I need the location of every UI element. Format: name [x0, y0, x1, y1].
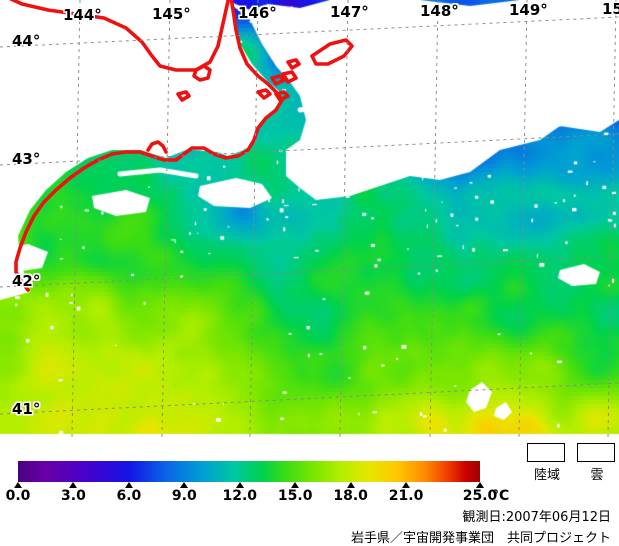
colorbar-tick-label: 21.0 — [388, 488, 424, 504]
colorbar-tick-label: 18.0 — [333, 488, 368, 504]
mask-legend: 陸域 雲 — [527, 443, 619, 489]
graticule-overlay — [0, 0, 619, 437]
colorbar-tick — [476, 482, 484, 488]
colorbar-tick-label: 6.0 — [116, 488, 142, 504]
mask-legend-item-cloud: 雲 — [577, 443, 617, 483]
colorbar-tick-label: 0.0 — [5, 488, 31, 504]
mask-swatch-land — [527, 443, 565, 462]
colorbar-tick — [180, 482, 189, 488]
colorbar-tick — [124, 482, 133, 488]
colorbar-tick-label: 12.0 — [222, 488, 258, 504]
colorbar-tick — [69, 482, 78, 488]
colorbar-tick-label: 9.0 — [171, 488, 197, 504]
colorbar-tick-label: 25.0 — [462, 488, 498, 504]
coastline-overlay — [8, 0, 354, 292]
mask-label-cloud: 雲 — [590, 468, 604, 483]
mask-label-land: 陸域 — [533, 468, 560, 483]
project-credit: 岩手県／宇宙開発事業団 共同プロジェクト — [350, 531, 611, 546]
colorbar-tick-label: 15.0 — [277, 488, 313, 504]
colorbar-block: 0.0 3.0 6.0 9.0 12.0 15.0 18.0 21.0 25.0 °C — [0, 437, 619, 546]
colorbar-tick — [291, 482, 300, 488]
observation-date: 観測日:2007年06月12日 — [462, 510, 611, 525]
colorbar-tick — [235, 482, 244, 488]
colorbar-tick — [402, 482, 411, 488]
colorbar-tick — [346, 482, 355, 488]
colorbar-unit-label: °C — [492, 488, 510, 504]
sst-heatmap-canvas — [0, 0, 619, 437]
sst-map-panel: 144° 145° 146° 147° 148° 149° 15 44° 43° 42° 41° — [0, 0, 619, 437]
temperature-colorbar — [18, 461, 480, 482]
mask-legend-item-land: 陸域 — [527, 443, 567, 483]
colorbar-tick — [14, 482, 22, 488]
colorbar-tick-label: 3.0 — [61, 488, 86, 504]
mask-swatch-cloud — [577, 443, 615, 462]
